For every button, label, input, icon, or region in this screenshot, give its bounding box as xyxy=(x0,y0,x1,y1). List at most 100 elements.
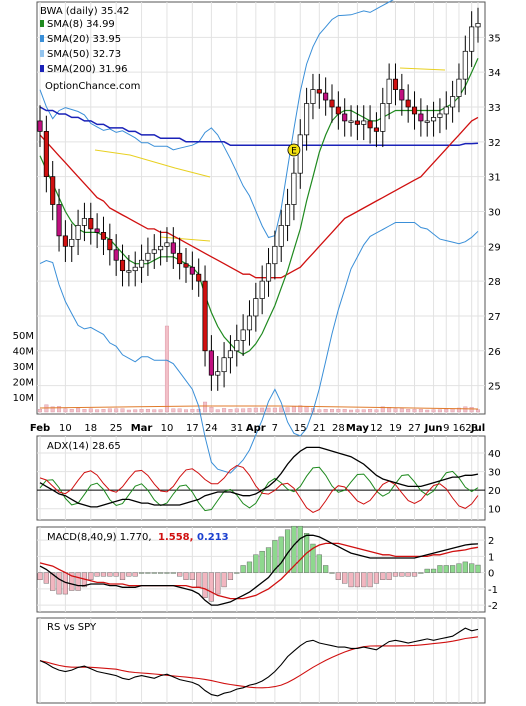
candle-body xyxy=(151,249,157,254)
x-tick-label: 24 xyxy=(205,423,218,434)
x-tick-label: 31 xyxy=(230,423,243,434)
candle-body xyxy=(316,89,322,94)
volume-bar xyxy=(38,409,43,413)
candle-body xyxy=(170,242,176,254)
candle-body xyxy=(437,113,443,118)
volume-bar xyxy=(298,405,303,413)
macd-histogram-bar xyxy=(50,572,56,591)
rs-average-line xyxy=(39,636,479,689)
volume-bar xyxy=(120,408,125,413)
x-tick-label: May xyxy=(346,423,369,434)
price-tick-label: 30 xyxy=(488,207,501,218)
candle-body xyxy=(94,228,100,233)
volume-bar xyxy=(380,406,385,413)
macd-histogram-bar xyxy=(405,572,411,577)
macd-histogram-bar xyxy=(316,554,322,573)
macd-histogram-bar xyxy=(100,572,107,577)
candle-body xyxy=(126,270,132,273)
candle-body xyxy=(367,120,373,129)
volume-bar xyxy=(133,409,138,413)
legend-swatch-sma50 xyxy=(40,50,44,57)
legend-sma8: SMA(8) 34.99 xyxy=(47,19,115,30)
candle-body xyxy=(221,357,227,373)
macd-histogram-bar xyxy=(475,564,481,573)
x-tick-label: 19 xyxy=(389,423,402,434)
candle-body xyxy=(443,106,449,115)
x-tick-label: 21 xyxy=(313,423,326,434)
volume-bar xyxy=(253,407,258,413)
candle-body xyxy=(373,127,379,132)
x-tick-label: Mar xyxy=(131,423,153,434)
macd-histogram-bar xyxy=(272,540,278,573)
volume-bar xyxy=(114,408,119,413)
volume-bar xyxy=(279,407,284,413)
candle-body xyxy=(469,26,475,52)
volume-bar xyxy=(412,409,417,413)
volume-bar xyxy=(241,408,246,413)
macd-histogram-bar xyxy=(88,572,94,580)
rs-panel-frame xyxy=(36,617,486,704)
candle-body xyxy=(304,103,310,136)
candle-body xyxy=(335,106,341,115)
x-tick-label: 10 xyxy=(161,423,174,434)
candle-body xyxy=(380,103,386,132)
price-tick-label: 31 xyxy=(488,173,501,184)
macd-histogram-bar xyxy=(367,572,373,588)
adx-di-minus-line xyxy=(39,464,479,513)
macd-histogram-bar xyxy=(56,572,62,595)
candle-body xyxy=(119,259,126,272)
x-tick-label: 17 xyxy=(186,423,199,434)
volume-bar xyxy=(234,408,239,413)
macd-label: MACD(8,40,9) 1.770, xyxy=(47,532,152,543)
candle-body xyxy=(348,120,354,123)
candle-body xyxy=(354,120,360,125)
volume-bar xyxy=(183,409,188,413)
macd-histogram-bar xyxy=(177,572,183,577)
volume-bar xyxy=(374,409,379,413)
macd-histogram-bar xyxy=(75,572,81,591)
candle-body xyxy=(145,252,151,261)
candle-body xyxy=(329,99,335,108)
macd-histogram-bar xyxy=(164,572,170,574)
volume-bar xyxy=(50,406,55,413)
candle-body xyxy=(310,89,316,104)
volume-bar xyxy=(368,409,373,413)
volume-bar xyxy=(209,407,214,413)
macd-histogram-bar xyxy=(348,572,354,588)
adx-panel-frame xyxy=(36,435,486,521)
candle-body xyxy=(189,266,195,275)
candle-body xyxy=(43,131,49,178)
volume-bar xyxy=(444,409,449,413)
candle-body xyxy=(285,204,291,226)
candle-body xyxy=(399,89,405,101)
adx-tick-label: 20 xyxy=(488,486,501,497)
candle-body xyxy=(342,113,348,122)
macd-histogram-bar xyxy=(310,543,316,573)
price-tick-label: 29 xyxy=(488,242,501,253)
volume-tick-label: 30M xyxy=(13,362,34,373)
x-tick-label: 18 xyxy=(84,423,97,434)
volume-bar xyxy=(266,407,271,413)
x-tick-label: 10 xyxy=(59,423,72,434)
macd-histogram-bar xyxy=(151,572,157,574)
adx-tick-label: 30 xyxy=(488,468,501,479)
macd-histogram-bar xyxy=(246,561,253,573)
macd-histogram-bar xyxy=(386,572,392,580)
macd-histogram-bar xyxy=(132,572,138,577)
candle-body xyxy=(240,329,246,341)
candle-body xyxy=(246,315,253,331)
volume-bar xyxy=(145,409,150,413)
volume-bar xyxy=(196,409,201,413)
macd-histogram-bar xyxy=(335,572,341,580)
stop-line xyxy=(399,67,446,71)
volume-bar xyxy=(101,409,106,413)
legend-sma20: SMA(20) 33.95 xyxy=(47,34,121,45)
macd-histogram-bar xyxy=(234,572,240,574)
candle-body xyxy=(291,172,297,205)
macd-histogram-bar xyxy=(399,572,405,577)
volume-bar xyxy=(260,407,265,413)
volume-tick-label: 50M xyxy=(13,331,34,342)
volume-bar xyxy=(247,408,252,413)
lower-band-line xyxy=(39,222,479,474)
macd-histogram-bar xyxy=(158,572,164,574)
